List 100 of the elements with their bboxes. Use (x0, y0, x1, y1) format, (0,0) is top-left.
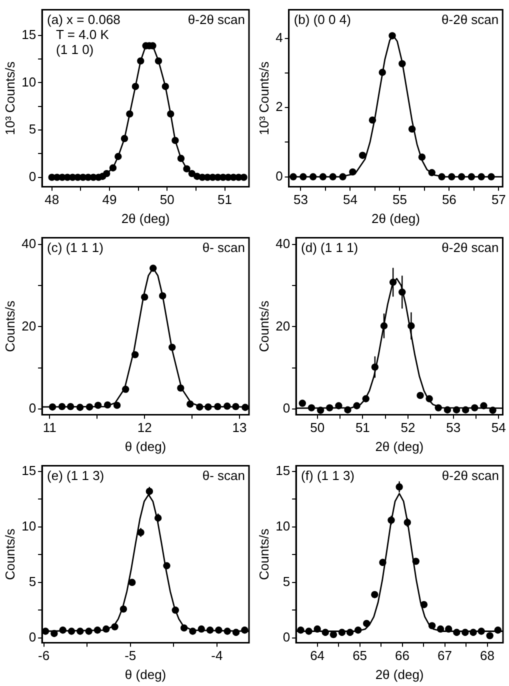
x-tick-label: 54 (491, 420, 506, 436)
point (308, 404, 316, 412)
point (418, 153, 426, 161)
point (68, 628, 76, 635)
point (241, 626, 248, 634)
y-tick-label: 20 (276, 318, 290, 334)
point (353, 402, 360, 410)
point (180, 624, 188, 632)
point (50, 630, 58, 638)
point (131, 351, 139, 358)
x-tick-label: 51 (218, 192, 232, 208)
point (48, 403, 56, 411)
point (109, 164, 117, 172)
point (362, 395, 370, 402)
annotation: θ- scan (202, 240, 245, 255)
x-tick-label: 49 (102, 192, 117, 208)
point (408, 125, 416, 133)
y-tick-label: 15 (276, 462, 290, 478)
point (204, 403, 212, 411)
point (132, 82, 140, 90)
point (438, 173, 446, 180)
point (196, 403, 204, 411)
x-tick-label: 13 (232, 420, 247, 436)
point (349, 168, 356, 176)
point (314, 625, 321, 633)
point (428, 169, 436, 176)
x-tick-label: 48 (44, 192, 60, 208)
x-tick-label: 67 (438, 648, 452, 664)
y-tick-label: 4 (276, 30, 283, 46)
x-axis-title: 2θ (deg) (121, 210, 170, 226)
x-tick-label: 12 (137, 420, 152, 436)
point (309, 173, 317, 180)
y-tick-label: 15 (22, 462, 36, 478)
point (329, 173, 336, 180)
point (168, 344, 176, 351)
x-tick-label: 56 (442, 192, 456, 208)
point (371, 591, 378, 598)
point (326, 404, 334, 412)
annotation: θ-2θ scan (188, 12, 245, 27)
point (339, 173, 346, 180)
point (102, 625, 110, 633)
point (494, 626, 502, 634)
point (471, 404, 478, 412)
annotation: θ-2θ scan (442, 468, 499, 483)
y-tick-label: 5 (28, 122, 36, 137)
point (444, 406, 452, 414)
point (114, 152, 122, 160)
y-tick-label: 0 (282, 629, 290, 644)
point (416, 392, 424, 400)
x-axis-title: 2θ (deg) (372, 210, 420, 226)
point (452, 406, 460, 414)
x-axis-title: θ (deg) (124, 666, 166, 682)
point (42, 628, 50, 635)
x-tick-label: 57 (491, 192, 506, 208)
y-tick-label: 20 (22, 318, 36, 334)
y-axis-title: Counts/s (256, 528, 272, 580)
point (462, 406, 470, 414)
x-axis-title: 2θ (deg) (375, 666, 424, 682)
x-tick-label: -5 (124, 648, 136, 664)
point (232, 628, 240, 636)
y-tick-label: 40 (22, 236, 36, 251)
point (126, 110, 134, 118)
point (468, 173, 476, 180)
x-tick-label: -6 (38, 648, 50, 664)
point (338, 628, 346, 636)
annotation: (e) (1 1 3) (47, 468, 104, 483)
point (298, 400, 306, 407)
point (358, 152, 366, 159)
y-axis-title: 10³ Counts/s (256, 60, 272, 136)
point (198, 625, 205, 633)
x-tick-label: 53 (446, 420, 461, 436)
point (186, 400, 194, 408)
point (122, 386, 130, 393)
point (85, 628, 92, 635)
point (120, 605, 128, 613)
annotation: T = 4.0 K (56, 26, 110, 42)
x-tick-label: 64 (310, 648, 325, 664)
annotation: (1 1 0) (56, 42, 94, 57)
point (426, 395, 433, 402)
point (344, 406, 352, 414)
y-axis-title: Counts/s (2, 528, 18, 580)
x-tick-label: 11 (42, 420, 56, 436)
point (489, 406, 496, 414)
point (113, 402, 121, 409)
annotation: θ-2θ scan (442, 240, 499, 255)
point (462, 628, 469, 636)
point (104, 401, 112, 409)
point (480, 402, 488, 410)
point (354, 626, 362, 634)
point (162, 82, 170, 90)
point (76, 628, 84, 635)
point (453, 628, 460, 636)
point (159, 292, 166, 300)
annotation: (b) (0 0 4) (294, 12, 351, 27)
y-axis-title: Counts/s (2, 300, 18, 352)
y-tick-label: 15 (22, 26, 36, 42)
y-tick-label: 10 (22, 518, 36, 534)
point (111, 623, 118, 630)
point (388, 32, 396, 40)
point (240, 174, 248, 181)
